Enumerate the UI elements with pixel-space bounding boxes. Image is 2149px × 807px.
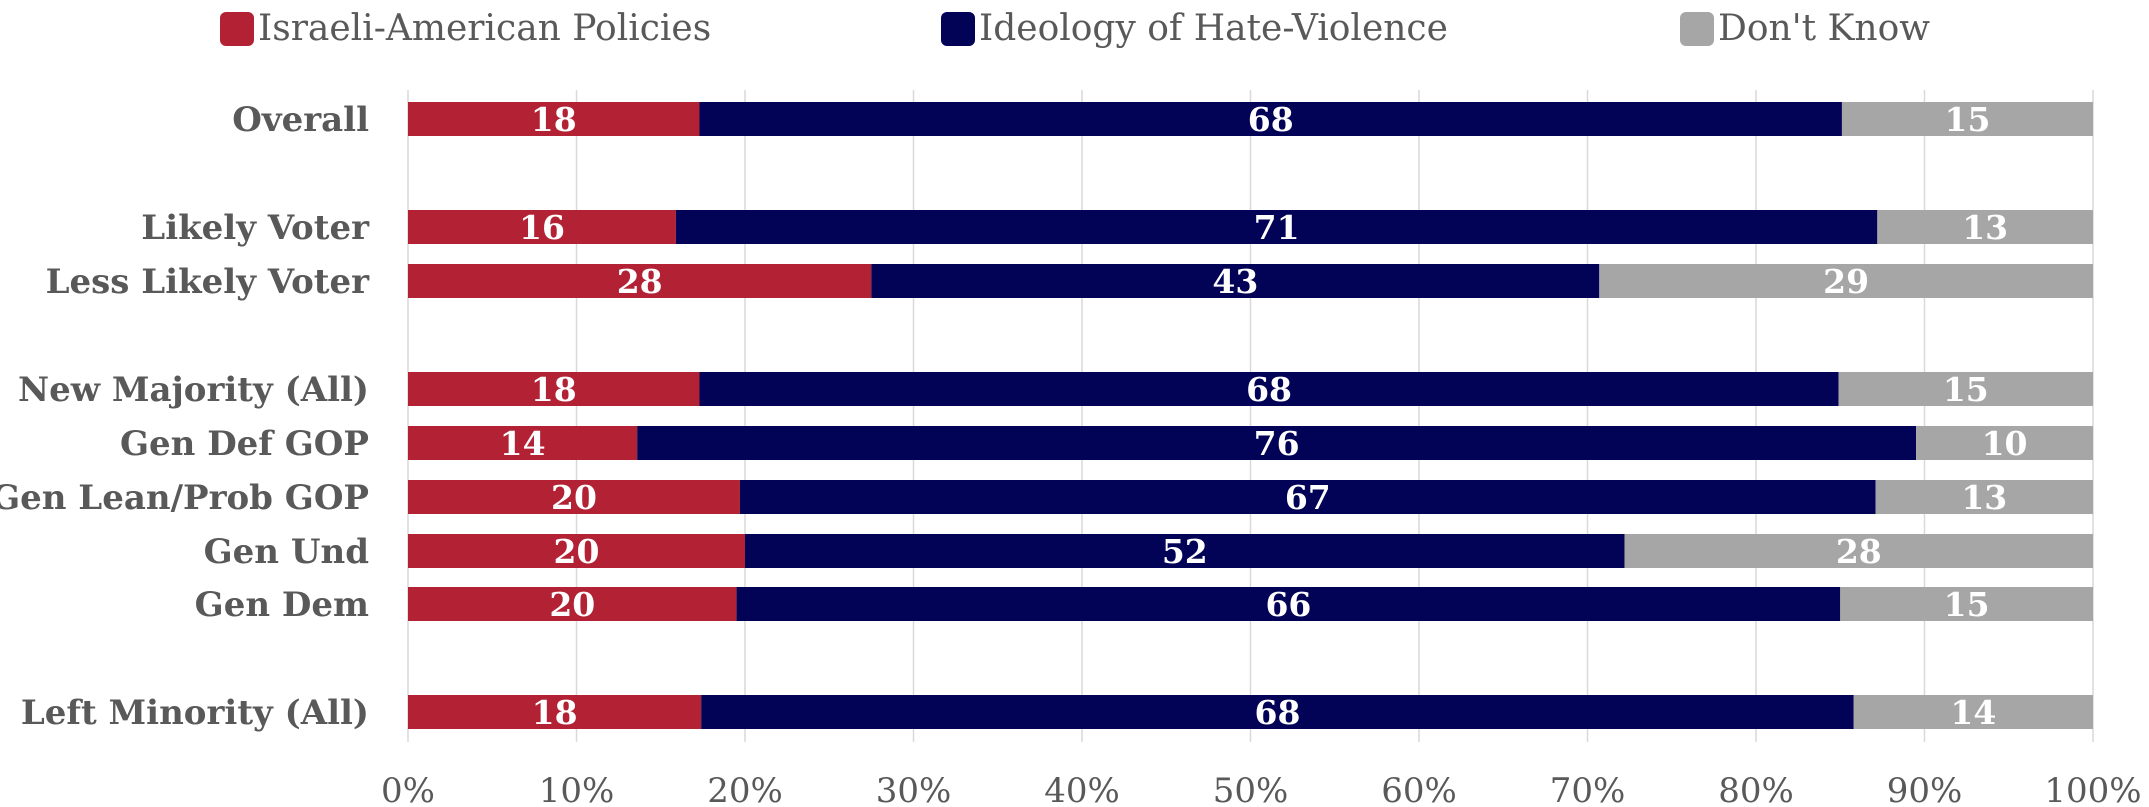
data-label-don-t-know-gen-def-gop: 10 xyxy=(1982,424,2028,463)
legend-swatch-don-t-know xyxy=(1680,12,1714,46)
bar-israeli-american-policies-gen-dem xyxy=(408,587,737,621)
legend-label-ideology-of-hate-violence: Ideology of Hate-Violence xyxy=(979,8,1448,49)
bar-don-t-know-gen-def-gop xyxy=(1916,426,2093,460)
bar-israeli-american-policies-gen-def-gop xyxy=(408,426,638,460)
legend-label-don-t-know: Don't Know xyxy=(1718,8,1930,49)
x-tick-label-60: 60% xyxy=(1381,771,1457,807)
bar-don-t-know-overall xyxy=(1841,102,2093,136)
category-label-new-majority-all: New Majority (All) xyxy=(18,370,369,410)
bars: 18 68 15 16 71 13 28 43 29 18 68 15 14 76 10 20 67 13 20 52… xyxy=(408,100,2093,732)
bar-don-t-know-new-majority-all xyxy=(1838,372,2093,406)
bar-israeli-american-policies-left-minority-all xyxy=(408,695,702,729)
legend-swatch-ideology-of-hate-violence xyxy=(941,12,975,46)
category-label-gen-def-gop: Gen Def GOP xyxy=(120,424,369,464)
x-tick-label-40: 40% xyxy=(1044,771,1120,807)
x-tick-label-20: 20% xyxy=(707,771,783,807)
data-label-don-t-know-gen-lean-prob-gop: 13 xyxy=(1961,478,2007,517)
legend-item-ideology-of-hate-violence: Ideology of Hate-Violence xyxy=(941,8,1448,49)
data-label-israeli-american-policies-left-minority-all: 18 xyxy=(532,693,578,732)
bar-israeli-american-policies-likely-voter xyxy=(408,210,676,244)
category-label-overall: Overall xyxy=(232,100,369,140)
category-labels: Overall Likely Voter Less Likely Voter New … xyxy=(0,100,370,733)
data-label-israeli-american-policies-new-majority-all: 18 xyxy=(531,370,577,409)
x-tick-label-30: 30% xyxy=(876,771,952,807)
data-label-don-t-know-overall: 15 xyxy=(1944,100,1990,139)
data-label-ideology-of-hate-violence-overall: 68 xyxy=(1248,100,1294,139)
bar-don-t-know-left-minority-all xyxy=(1853,695,2093,729)
legend: Israeli-American Policies Ideology of Hat… xyxy=(220,8,1930,49)
bar-don-t-know-gen-und xyxy=(1624,534,2093,568)
category-label-likely-voter: Likely Voter xyxy=(141,208,370,248)
bar-ideology-of-hate-violence-likely-voter xyxy=(675,210,1878,244)
bar-don-t-know-likely-voter xyxy=(1877,210,2093,244)
data-label-don-t-know-left-minority-all: 14 xyxy=(1950,693,1996,732)
x-tick-label-70: 70% xyxy=(1550,771,1626,807)
data-label-israeli-american-policies-gen-und: 20 xyxy=(554,532,600,571)
category-label-less-likely-voter: Less Likely Voter xyxy=(46,262,370,302)
data-label-ideology-of-hate-violence-gen-def-gop: 76 xyxy=(1254,424,1300,463)
data-label-israeli-american-policies-less-likely-voter: 28 xyxy=(617,262,663,301)
bar-don-t-know-gen-lean-prob-gop xyxy=(1875,480,2093,514)
legend-item-don-t-know: Don't Know xyxy=(1680,8,1930,49)
category-label-gen-und: Gen Und xyxy=(204,532,369,572)
gridlines xyxy=(407,90,2094,742)
data-label-israeli-american-policies-overall: 18 xyxy=(531,100,577,139)
data-label-don-t-know-gen-und: 28 xyxy=(1836,532,1882,571)
legend-item-israeli-american-policies: Israeli-American Policies xyxy=(220,8,711,49)
data-label-israeli-american-policies-gen-def-gop: 14 xyxy=(500,424,546,463)
bar-don-t-know-gen-dem xyxy=(1840,587,2093,621)
data-label-ideology-of-hate-violence-left-minority-all: 68 xyxy=(1254,693,1300,732)
category-label-gen-lean-prob-gop: Gen Lean/Prob GOP xyxy=(0,478,369,518)
bar-israeli-american-policies-overall xyxy=(408,102,700,136)
x-tick-label-50: 50% xyxy=(1213,771,1289,807)
bar-ideology-of-hate-violence-gen-def-gop xyxy=(637,426,1917,460)
data-label-ideology-of-hate-violence-likely-voter: 71 xyxy=(1254,208,1300,247)
bar-israeli-american-policies-new-majority-all xyxy=(408,372,700,406)
data-label-don-t-know-less-likely-voter: 29 xyxy=(1823,262,1869,301)
data-label-don-t-know-gen-dem: 15 xyxy=(1944,585,1990,624)
bar-ideology-of-hate-violence-gen-lean-prob-gop xyxy=(739,480,1876,514)
bar-ideology-of-hate-violence-gen-und xyxy=(745,534,1625,568)
x-tick-label-80: 80% xyxy=(1718,771,1794,807)
x-tick-label-90: 90% xyxy=(1887,771,1963,807)
x-axis-ticks: 0% 10% 20% 30% 40% 50% 60% 70% 80% 90% 100% xyxy=(381,771,2142,807)
data-label-israeli-american-policies-gen-lean-prob-gop: 20 xyxy=(551,478,597,517)
data-label-don-t-know-new-majority-all: 15 xyxy=(1943,370,1989,409)
category-label-left-minority-all: Left Minority (All) xyxy=(21,693,369,733)
bar-ideology-of-hate-violence-left-minority-all xyxy=(701,695,1854,729)
bar-israeli-american-policies-less-likely-voter xyxy=(408,264,872,298)
data-label-israeli-american-policies-likely-voter: 16 xyxy=(519,208,565,247)
x-tick-label-0: 0% xyxy=(381,771,435,807)
bar-israeli-american-policies-gen-lean-prob-gop xyxy=(408,480,740,514)
bar-ideology-of-hate-violence-less-likely-voter xyxy=(871,264,1600,298)
bar-don-t-know-less-likely-voter xyxy=(1599,264,2093,298)
data-label-ideology-of-hate-violence-gen-und: 52 xyxy=(1162,532,1208,571)
legend-swatch-israeli-american-policies xyxy=(220,12,254,46)
bar-ideology-of-hate-violence-gen-dem xyxy=(736,587,1841,621)
data-label-ideology-of-hate-violence-gen-dem: 66 xyxy=(1265,585,1311,624)
data-label-ideology-of-hate-violence-gen-lean-prob-gop: 67 xyxy=(1285,478,1331,517)
x-tick-label-10: 10% xyxy=(539,771,615,807)
data-label-israeli-american-policies-gen-dem: 20 xyxy=(549,585,595,624)
bar-ideology-of-hate-violence-overall xyxy=(699,102,1842,136)
bar-ideology-of-hate-violence-new-majority-all xyxy=(699,372,1839,406)
data-label-ideology-of-hate-violence-less-likely-voter: 43 xyxy=(1212,262,1258,301)
bar-israeli-american-policies-gen-und xyxy=(408,534,745,568)
x-tick-label-100: 100% xyxy=(2044,771,2141,807)
data-label-ideology-of-hate-violence-new-majority-all: 68 xyxy=(1246,370,1292,409)
legend-label-israeli-american-policies: Israeli-American Policies xyxy=(258,8,711,49)
category-label-gen-dem: Gen Dem xyxy=(195,585,369,625)
data-label-don-t-know-likely-voter: 13 xyxy=(1962,208,2008,247)
